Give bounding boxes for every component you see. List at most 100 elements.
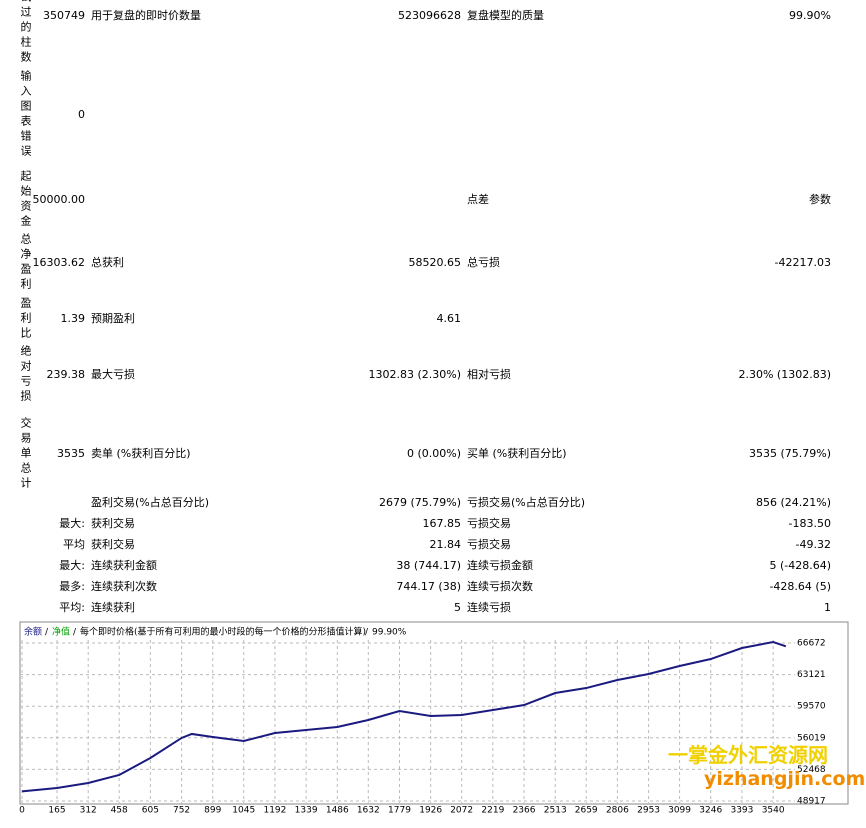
- field-value: 2679 (75.79%): [378, 496, 461, 509]
- field-label: 点差: [467, 193, 489, 206]
- field-label: 盈利交易(%占总百分比): [91, 496, 210, 509]
- row-value: 0: [78, 108, 85, 121]
- x-tick-label: 2219: [481, 806, 504, 816]
- field-label: 连续获利: [91, 601, 135, 614]
- field-label: 亏损交易: [467, 538, 511, 551]
- row-value: 50000.00: [32, 193, 86, 206]
- field-label: 预期盈利: [91, 312, 135, 325]
- x-tick-label: 458: [111, 806, 128, 816]
- x-tick-label: 2953: [637, 806, 660, 816]
- field-label: 连续获利次数: [91, 580, 157, 593]
- field-label: 连续亏损次数: [467, 580, 533, 593]
- field-label: 获利交易: [91, 517, 135, 530]
- y-tick-label: 52468: [797, 765, 826, 775]
- y-tick-label: 56019: [797, 733, 826, 743]
- model-label: 每个即时价格(基于所有可利用的最小时段的每一个价格的分形插值计算): [80, 626, 366, 638]
- x-tick-label: 899: [204, 806, 221, 816]
- x-tick-label: 1632: [357, 806, 380, 816]
- field-value: 856 (24.21%): [755, 496, 831, 509]
- watermark-url: yizhangjin.com: [704, 768, 866, 790]
- x-tick-label: 1045: [232, 806, 255, 816]
- x-tick-label: 2366: [513, 806, 536, 816]
- row-header: 绝对亏损: [19, 345, 32, 405]
- y-tick-label: 48917: [797, 796, 826, 806]
- x-tick-label: 2072: [450, 806, 473, 816]
- row-value: 239.38: [46, 368, 86, 381]
- x-tick-label: 3099: [668, 806, 691, 816]
- row-header: 起始资金: [19, 170, 32, 230]
- field-label: 卖单 (%获利百分比): [91, 447, 191, 460]
- field-value: 167.85: [422, 517, 462, 530]
- field-value: 58520.65: [408, 256, 462, 269]
- x-tick-label: 605: [142, 806, 159, 816]
- row-header: 最大:: [59, 517, 85, 530]
- separator: /: [73, 628, 77, 638]
- field-value: 99.90%: [789, 9, 831, 22]
- field-value: 38 (744.17): [396, 559, 461, 572]
- field-value: 5 (-428.64): [769, 559, 831, 572]
- field-label: 用于复盘的即时价数量: [91, 9, 201, 22]
- x-tick-label: 1486: [326, 806, 349, 816]
- row-value: 16303.62: [32, 256, 86, 269]
- field-label: 复盘模型的质量: [467, 9, 544, 22]
- quality-label: 99.90%: [372, 628, 407, 638]
- x-tick-label: 2659: [575, 806, 598, 816]
- x-tick-label: 3393: [730, 806, 753, 816]
- x-tick-label: 165: [48, 806, 65, 816]
- row-header: 盈利比: [19, 296, 32, 342]
- field-label: 亏损交易: [467, 517, 511, 530]
- x-tick-label: 1779: [388, 806, 411, 816]
- field-label: 获利交易: [91, 538, 135, 551]
- row-header: 平均:: [59, 601, 85, 614]
- row-header: 最多:: [59, 580, 85, 593]
- row-header: 平均: [63, 538, 85, 551]
- watermark-title: 一掌金外汇资源网: [668, 743, 828, 767]
- y-tick-label: 66672: [797, 638, 826, 648]
- separator: /: [365, 628, 369, 638]
- row-value: 350749: [43, 9, 85, 22]
- row-header: 试过的柱数: [19, 0, 32, 66]
- row-value: 1.39: [60, 312, 86, 325]
- field-label: 亏损交易(%占总百分比): [467, 496, 586, 509]
- field-value: -183.50: [788, 517, 831, 530]
- x-tick-label: 312: [80, 806, 97, 816]
- row-header: 输入图表错误: [19, 70, 32, 160]
- x-tick-label: 1926: [419, 806, 442, 816]
- row-header: 总净盈利: [19, 233, 32, 293]
- chart-frame: [19, 621, 849, 805]
- field-label: 连续亏损: [467, 601, 511, 614]
- separator: /: [45, 628, 49, 638]
- row-header: 最大:: [59, 559, 85, 572]
- field-value: -49.32: [795, 538, 831, 551]
- row-header: 交易单总计: [19, 416, 32, 492]
- row-value: 3535: [57, 447, 85, 460]
- field-value: -42217.03: [774, 256, 831, 269]
- field-value: 3535 (75.79%): [748, 447, 831, 460]
- y-tick-label: 59570: [797, 702, 826, 712]
- field-value: 0 (0.00%): [406, 447, 461, 460]
- legend-equity: 净值: [52, 626, 70, 638]
- field-value: 21.84: [429, 538, 462, 551]
- x-tick-label: 2806: [606, 806, 629, 816]
- legend-balance: 余额: [24, 626, 42, 638]
- field-label: 买单 (%获利百分比): [467, 447, 567, 460]
- field-value: 4.61: [436, 312, 462, 325]
- y-tick-label: 63121: [797, 670, 826, 680]
- field-value: 2.30% (1302.83): [738, 368, 831, 381]
- field-label: 最大亏损: [91, 368, 135, 381]
- field-label: 连续获利金额: [91, 559, 157, 572]
- x-tick-label: 752: [173, 806, 190, 816]
- field-value: 1302.83 (2.30%): [368, 368, 461, 381]
- x-tick-label: 3540: [762, 806, 785, 816]
- balance-line: [21, 641, 787, 793]
- field-label: 连续亏损金额: [467, 559, 533, 572]
- x-tick-label: 0: [19, 806, 25, 816]
- x-tick-label: 1339: [295, 806, 318, 816]
- field-value: 5: [454, 601, 461, 614]
- field-label: 总亏损: [467, 256, 500, 269]
- field-value: 523096628: [398, 9, 461, 22]
- x-tick-label: 1192: [263, 806, 286, 816]
- field-value: 744.17 (38): [396, 580, 461, 593]
- field-label: 总获利: [91, 256, 124, 269]
